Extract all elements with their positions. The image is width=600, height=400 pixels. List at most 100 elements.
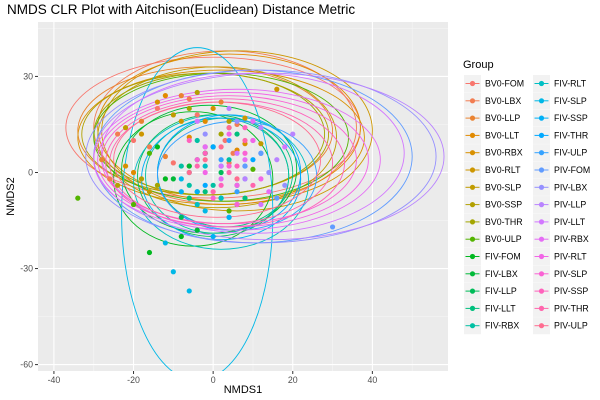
legend-item-piv-thr: PIV-THR <box>533 299 589 317</box>
legend-item-fiv-llp: FIV-LLP <box>464 282 517 300</box>
plot-panel <box>38 22 448 371</box>
point-fiv-ssp <box>194 189 200 195</box>
point-fiv-fom <box>178 233 184 240</box>
point-piv-lbx <box>202 131 208 137</box>
legend-key-point <box>469 98 476 104</box>
point-piv-lbx <box>266 169 272 176</box>
x-tick-label: -40 <box>48 375 61 385</box>
point-bv0-fom <box>194 112 200 118</box>
legend-label: BV0-RLT <box>485 165 521 175</box>
point-bv0-fom <box>130 137 137 144</box>
legend-item-bv0-slp: BV0-SLP <box>464 178 521 196</box>
y-tick-label: 0 <box>28 167 33 177</box>
legend-item-piv-llt: PIV-LLT <box>533 213 586 231</box>
legend-key-point <box>469 236 476 242</box>
legend-key-point <box>469 219 476 225</box>
point-piv-ssp <box>218 182 224 188</box>
legend-item-fiv-ulp: FIV-ULP <box>533 144 587 162</box>
point-fiv-slp <box>186 288 192 294</box>
legend-item-piv-fom: PIV-FOM <box>533 161 590 179</box>
y-axis: -60 -30 0 30 <box>20 71 38 370</box>
legend-label: PIV-THR <box>554 303 589 313</box>
point-bv0-ssp <box>138 176 145 182</box>
grid-major <box>38 22 448 371</box>
point-bv0-llp <box>99 157 105 163</box>
y-tick-label: 30 <box>23 71 33 81</box>
legend-key-point <box>538 323 545 329</box>
point-bv0-slp <box>170 112 176 118</box>
legend-item-fiv-slp: FIV-SLP <box>533 92 587 110</box>
legend-label: PIV-LBX <box>554 182 587 192</box>
point-bv0-rbx <box>210 105 216 112</box>
legend-key-point <box>538 80 545 87</box>
point-piv-rbx <box>266 189 272 195</box>
legend-key-point <box>469 184 476 190</box>
point-fiv-ulp <box>226 137 232 144</box>
legend-label: PIV-SLP <box>554 269 587 279</box>
point-fiv-fom <box>162 176 168 182</box>
legend-label: PIV-LLP <box>554 200 586 210</box>
point-piv-ulp <box>226 125 232 131</box>
legend-label: FIV-ULP <box>554 148 587 158</box>
legend-item-fiv-lbx: FIV-LBX <box>464 265 518 283</box>
point-piv-llp <box>290 131 296 137</box>
legend-label: PIV-RLT <box>554 252 587 262</box>
point-bv0-ulp <box>250 166 256 172</box>
point-bv0-lbx <box>230 150 236 156</box>
legend-label: FIV-LLT <box>485 303 516 313</box>
point-piv-ulp <box>234 176 240 182</box>
legend-title: Group <box>463 59 494 71</box>
point-piv-llt <box>234 150 240 156</box>
legend-key-point <box>469 115 476 121</box>
legend-item-fiv-fom: FIV-FOM <box>464 248 521 265</box>
point-fiv-ssp <box>226 214 232 220</box>
legend-item-fiv-rlt: FIV-RLT <box>533 75 587 92</box>
point-piv-ulp <box>186 169 192 176</box>
legend-label: PIV-SSP <box>554 286 588 296</box>
legend-label: PIV-ULP <box>554 321 588 331</box>
point-fiv-thr <box>210 144 216 150</box>
point-bv0-ssp <box>226 118 232 124</box>
points-layer <box>75 86 336 294</box>
point-piv-ssp <box>242 125 248 131</box>
legend-key-point <box>469 305 476 311</box>
point-piv-ssp <box>202 150 208 156</box>
legend-item-fiv-thr: FIV-THR <box>533 126 588 144</box>
legend-label: FIV-LBX <box>485 269 518 279</box>
legend-key-point <box>469 323 476 329</box>
x-tick-label: 20 <box>288 375 298 385</box>
point-bv0-lbx <box>186 96 192 102</box>
legend-key-point <box>538 115 545 121</box>
legend-key-point <box>469 271 476 277</box>
point-fiv-slp <box>162 240 168 246</box>
point-fiv-slp <box>170 269 176 275</box>
legend-key-point <box>538 184 545 190</box>
legend-item-bv0-ssp: BV0-SSP <box>464 196 522 214</box>
legend-item-fiv-rbx: FIV-RBX <box>464 317 519 335</box>
point-piv-ulp <box>218 144 224 150</box>
point-bv0-thr <box>186 105 192 112</box>
ellipse-piv-ssp <box>105 98 345 228</box>
legend-key-point <box>469 150 476 156</box>
legend-label: FIV-RBX <box>485 321 519 331</box>
point-bv0-fom <box>222 137 228 144</box>
point-bv0-rlt <box>274 86 280 92</box>
legend-label: BV0-FOM <box>485 79 524 89</box>
point-bv0-rlt <box>242 115 248 121</box>
ellipse-piv-ulp <box>113 101 322 218</box>
point-fiv-rbx <box>210 182 216 188</box>
point-piv-slp <box>234 201 240 208</box>
x-tick-label: 40 <box>367 375 377 385</box>
ellipse-piv-llt <box>101 72 405 234</box>
point-bv0-ulp <box>226 208 232 214</box>
point-fiv-thr <box>202 182 208 188</box>
legend-key-point <box>469 132 476 138</box>
legend-item-piv-ulp: PIV-ULP <box>533 317 588 335</box>
legend-key-point <box>538 253 545 260</box>
legend-label: FIV-SSP <box>554 113 588 123</box>
point-fiv-ssp <box>210 233 216 240</box>
point-bv0-rlt <box>138 131 145 137</box>
x-axis-title: NMDS1 <box>224 384 263 396</box>
point-bv0-rbx <box>154 99 161 105</box>
point-bv0-llp <box>138 118 145 124</box>
